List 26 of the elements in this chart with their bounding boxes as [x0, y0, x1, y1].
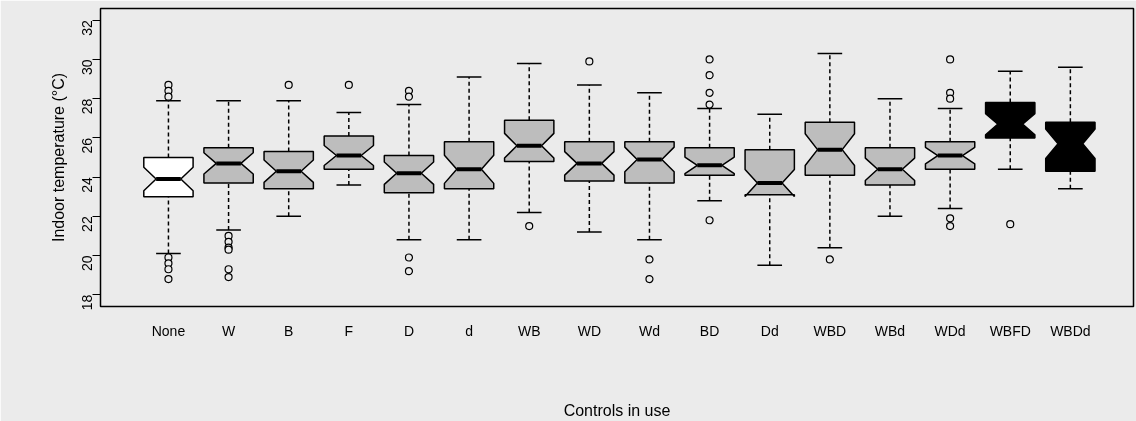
x-axis-title: Controls in use	[563, 401, 671, 419]
x-tick-label: WB	[517, 322, 541, 339]
x-tick-label: d	[465, 322, 473, 339]
x-tick-label: D	[403, 322, 415, 339]
x-tick-label: WBd	[874, 322, 906, 339]
y-tick-label: 22	[79, 216, 96, 232]
y-tick-label: 18	[79, 294, 96, 311]
x-tick-label: WD	[577, 322, 602, 339]
x-tick-label: BD	[699, 322, 720, 339]
y-tick-label: 26	[79, 137, 96, 154]
y-axis-title: Indoor temperature (°C)	[49, 72, 67, 243]
x-tick-label: WBDd	[1050, 322, 1091, 339]
y-tick-label: 32	[79, 20, 96, 36]
y-tick-label: 24	[79, 176, 96, 193]
x-tick-label: Dd	[760, 322, 779, 339]
y-tick-label: 30	[79, 59, 96, 76]
y-tick-label: 20	[79, 255, 96, 272]
x-tick-label: W	[221, 322, 236, 339]
x-tick-label: B	[284, 322, 294, 339]
y-tick-label: 28	[79, 98, 96, 115]
x-tick-label: WDd	[934, 322, 966, 339]
x-tick-label: Wd	[638, 322, 660, 339]
x-tick-label: F	[344, 322, 354, 339]
x-tick-label: None	[151, 322, 186, 339]
x-tick-label: WBFD	[989, 322, 1031, 339]
x-tick-label: WBD	[813, 322, 847, 339]
